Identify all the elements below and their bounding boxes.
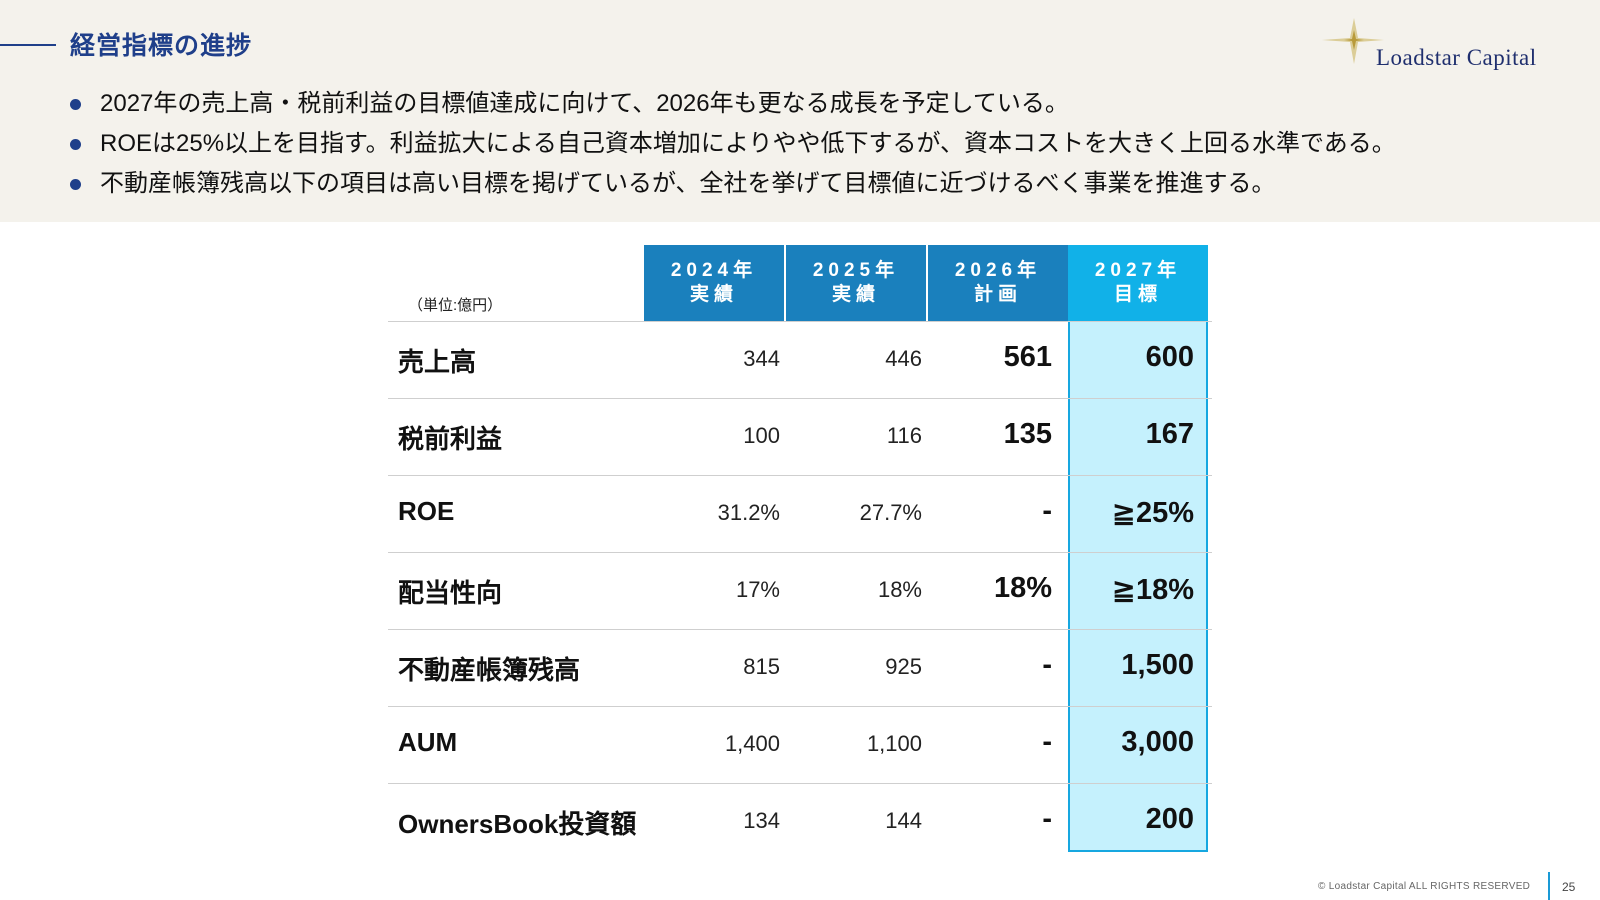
bullet-item: 不動産帳簿残高以下の項目は高い目標を掲げているが、全社を挙げて目標値に近づけるべ… bbox=[70, 164, 1396, 204]
row-label: 不動産帳簿残高 bbox=[398, 655, 581, 685]
cell-2025: 1,100 bbox=[866, 731, 922, 756]
cell-2024: 1,400 bbox=[724, 731, 780, 756]
cell-2024: 17% bbox=[735, 577, 780, 602]
cell-2025: 144 bbox=[885, 808, 922, 833]
row-label: ROE bbox=[398, 496, 455, 526]
page-title: 経営指標の進捗 bbox=[70, 32, 253, 60]
bullet-dot-icon bbox=[70, 139, 81, 150]
table-row: ROE 31.2% 27.7% - ≧25% bbox=[388, 475, 1212, 552]
table-row: 不動産帳簿残高 815 925 - 1,500 bbox=[388, 629, 1212, 706]
title-accent-line bbox=[0, 44, 56, 46]
cell-2024: 100 bbox=[743, 423, 780, 448]
cell-2027: ≧18% bbox=[1111, 574, 1194, 606]
cell-2026: 18% bbox=[993, 572, 1052, 604]
cell-2026: - bbox=[1042, 495, 1052, 527]
column-type: 目標 bbox=[1113, 284, 1162, 305]
unit-label: （単位:億円） bbox=[408, 297, 503, 314]
row-label: AUM bbox=[398, 727, 458, 757]
table-row: 売上高 344 446 561 600 bbox=[388, 321, 1212, 398]
cell-2027: 167 bbox=[1145, 418, 1194, 450]
kpi-table: （単位:億円） 2024年 実績 2025年 実績 2026年 計画 2027年… bbox=[388, 245, 1212, 860]
row-label: OwnersBook投資額 bbox=[398, 809, 637, 839]
bullet-list: 2027年の売上高・税前利益の目標値達成に向けて、2026年も更なる成長を予定し… bbox=[70, 84, 1396, 204]
table-header: （単位:億円） 2024年 実績 2025年 実績 2026年 計画 2027年… bbox=[388, 245, 1212, 321]
column-header-2026: 2026年 計画 bbox=[928, 245, 1068, 321]
bullet-text: 不動産帳簿残高以下の項目は高い目標を掲げているが、全社を挙げて目標値に近づけるべ… bbox=[100, 170, 1276, 197]
table-row: OwnersBook投資額 134 144 - 200 bbox=[388, 783, 1212, 860]
footer-divider bbox=[1548, 872, 1550, 900]
column-type: 計画 bbox=[973, 284, 1022, 305]
cell-2027: ≧25% bbox=[1111, 497, 1194, 529]
bullet-dot-icon bbox=[70, 179, 81, 190]
row-label: 売上高 bbox=[398, 347, 477, 377]
cell-2026: - bbox=[1042, 726, 1052, 758]
column-type: 実績 bbox=[831, 284, 880, 305]
company-logo: Loadstar Capital bbox=[1322, 12, 1592, 74]
target-column-highlight bbox=[1068, 321, 1208, 852]
bullet-text: ROEは25%以上を目指す。利益拡大による自己資本増加によりやや低下するが、資本… bbox=[100, 130, 1396, 157]
cell-2027: 1,500 bbox=[1121, 649, 1194, 681]
table-row: 配当性向 17% 18% 18% ≧18% bbox=[388, 552, 1212, 629]
column-type: 実績 bbox=[689, 284, 738, 305]
cell-2026: 561 bbox=[1003, 341, 1052, 373]
bullet-item: ROEは25%以上を目指す。利益拡大による自己資本増加によりやや低下するが、資本… bbox=[70, 124, 1396, 164]
row-label: 税前利益 bbox=[398, 424, 503, 454]
cell-2025: 18% bbox=[877, 577, 922, 602]
logo-text: Loadstar Capital bbox=[1376, 45, 1537, 70]
page-number: 25 bbox=[1562, 880, 1576, 894]
column-year: 2026年 bbox=[954, 260, 1042, 281]
cell-2025: 925 bbox=[885, 654, 922, 679]
column-year: 2024年 bbox=[670, 260, 758, 281]
cell-2026: 135 bbox=[1003, 418, 1052, 450]
row-label: 配当性向 bbox=[398, 578, 503, 608]
copyright-text: © Loadstar Capital ALL RIGHTS RESERVED bbox=[1318, 881, 1531, 892]
cell-2024: 134 bbox=[743, 808, 780, 833]
cell-2025: 27.7% bbox=[859, 500, 922, 525]
column-header-2027: 2027年 目標 bbox=[1068, 245, 1208, 321]
cell-2026: - bbox=[1042, 803, 1052, 835]
table-row: AUM 1,400 1,100 - 3,000 bbox=[388, 706, 1212, 783]
column-year: 2027年 bbox=[1094, 260, 1182, 281]
cell-2025: 446 bbox=[885, 346, 922, 371]
cell-2024: 344 bbox=[743, 346, 780, 371]
cell-2027: 3,000 bbox=[1121, 726, 1194, 758]
column-header-2024: 2024年 実績 bbox=[644, 245, 784, 321]
star-crescent-icon bbox=[1322, 18, 1384, 64]
column-year: 2025年 bbox=[812, 260, 900, 281]
bullet-text: 2027年の売上高・税前利益の目標値達成に向けて、2026年も更なる成長を予定し… bbox=[100, 90, 1069, 117]
cell-2024: 31.2% bbox=[717, 500, 780, 525]
cell-2025: 116 bbox=[886, 423, 922, 448]
header-band bbox=[0, 0, 1600, 222]
bullet-dot-icon bbox=[70, 99, 81, 110]
table-row: 税前利益 100 116 135 167 bbox=[388, 398, 1212, 475]
cell-2026: - bbox=[1042, 649, 1052, 681]
bullet-item: 2027年の売上高・税前利益の目標値達成に向けて、2026年も更なる成長を予定し… bbox=[70, 84, 1396, 124]
cell-2024: 815 bbox=[743, 654, 780, 679]
cell-2027: 200 bbox=[1145, 803, 1194, 835]
cell-2027: 600 bbox=[1145, 341, 1194, 373]
column-header-2025: 2025年 実績 bbox=[786, 245, 926, 321]
